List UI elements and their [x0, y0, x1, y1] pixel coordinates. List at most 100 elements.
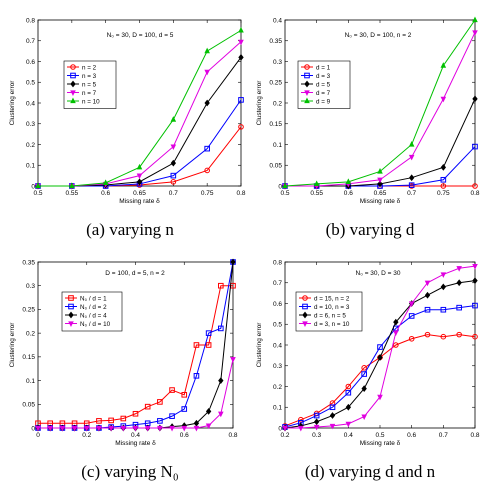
chart3-legend-marker — [68, 295, 74, 301]
chart3-series-1-point — [218, 282, 224, 289]
caption-a: (a) varying n — [86, 220, 174, 239]
chart4-series-1-point — [345, 383, 352, 390]
chart4-y-tick-label: 0.6 — [273, 301, 282, 308]
chart4-x-tick-label: 0.8 — [470, 432, 479, 439]
chart2-series-5-point — [313, 180, 320, 187]
chart4-series-2-point — [472, 302, 478, 309]
chart1-series-4-point — [136, 173, 143, 180]
chart1-series-4-point — [170, 144, 177, 151]
chart4-series-2-point — [345, 389, 352, 396]
chart4-series-3-point — [424, 291, 431, 299]
chart4-legend-entry-1: d = 15, n = 2 — [299, 295, 350, 302]
chart2-series-3-point — [440, 163, 447, 171]
chart3-series-4-point — [132, 425, 139, 432]
chart1-legend-label: n = 2 — [82, 64, 97, 71]
chart1-y-tick-label: 0 — [31, 183, 35, 190]
chart4-series-3-point — [345, 403, 352, 411]
chart2-series-5 — [282, 16, 478, 189]
chart2-series-5-point — [282, 182, 288, 189]
chart3-series-1-line — [38, 285, 233, 424]
chart2-series-5-point — [377, 168, 383, 174]
chart4-legend-marker — [302, 321, 308, 327]
chart4-series-2-point — [456, 304, 462, 311]
chart2-x-tick-label: 0.55 — [310, 190, 323, 197]
chart4-series-2-point — [424, 306, 431, 313]
chart3-y-tick-label: 0.3 — [26, 283, 35, 290]
chart1-series-4-point — [238, 39, 244, 46]
chart4-series-1-point — [424, 331, 431, 338]
chart2-legend-marker — [304, 97, 310, 104]
chart1-series-5-point — [102, 179, 109, 185]
chart4-y-tick-label: 0.5 — [273, 322, 282, 329]
chart3-series-1-point — [132, 410, 139, 417]
chart1-legend-label: n = 5 — [82, 81, 97, 88]
caption-b: (b) varying d — [325, 220, 415, 239]
chart3-series-2-point — [193, 373, 200, 379]
chart1-legend-marker — [70, 90, 76, 96]
chart3-series-4-point — [181, 425, 188, 432]
chart4-legend-label: d = 15, n = 2 — [314, 295, 350, 302]
chart1-legend-label: n = 7 — [82, 90, 97, 97]
chart4-y-tick-label: 0.7 — [273, 280, 282, 287]
chart4-series-3-point — [456, 279, 462, 287]
chart4-series-2-point — [377, 344, 383, 350]
chart4-series-1-point — [393, 342, 399, 348]
chart4-series-3-point — [377, 354, 383, 361]
chart4-series-1-point — [298, 416, 304, 423]
chart3-y-tick-label: 0.1 — [26, 378, 35, 385]
chart1-series-2-point — [204, 145, 210, 152]
chart1-series-5 — [35, 26, 244, 189]
chart4-series-4-point — [298, 425, 304, 432]
chart1-series-3-point — [170, 159, 177, 167]
chart4-series-2-point — [329, 404, 336, 411]
chart2-series-3-point — [472, 95, 478, 103]
chart4-x-tick-label: 0.6 — [407, 432, 416, 439]
chart4-y-tick-label: 0.2 — [273, 384, 282, 391]
chart1-legend-label: n = 10 — [82, 98, 100, 105]
chart4-series-4 — [282, 264, 478, 432]
chart1-legend-entry-2: n = 3 — [67, 72, 97, 80]
chart2-y-tick-label: 0.1 — [273, 142, 282, 149]
chart1-y-tick-label: 0.3 — [26, 121, 35, 128]
chart2-y-tick-label: 0.15 — [269, 121, 282, 128]
chart3-series-3-point — [230, 258, 236, 266]
chart3-legend-marker — [68, 321, 74, 327]
chart4-series-4-point — [329, 423, 336, 430]
chart4-y-tick-label: 0.4 — [273, 342, 282, 349]
chart2-y-tick-label: 0.2 — [273, 100, 282, 107]
chart4-legend-label: d = 3, n = 10 — [314, 321, 350, 328]
chart3-series-1-point — [144, 403, 151, 410]
chart3-x-tick-label: 0.6 — [180, 432, 189, 439]
chart2-series-1-point — [440, 183, 447, 189]
chart4-series-4-point — [361, 414, 367, 421]
chart3-series-1-point — [169, 387, 175, 393]
chart2-y-tick-label: 0.05 — [269, 163, 282, 170]
chart4-y-tick-label: 0 — [278, 425, 282, 432]
chart3-series-1-point — [108, 417, 114, 424]
chart3-series-4-point — [230, 357, 236, 363]
chart2-series-3-point — [377, 180, 383, 188]
chart2-x-tick-label: 0.7 — [407, 190, 416, 197]
chart4-series-4-point — [393, 330, 399, 337]
chart4-y-axis-label: Clustering error — [256, 322, 263, 368]
chart4-series-3-point — [329, 412, 336, 419]
chart2-series-4-point — [408, 154, 415, 161]
chart3-y-tick-label: 0.05 — [22, 402, 35, 409]
chart3-series-1-point — [205, 342, 212, 348]
chart2-x-tick-label: 0.65 — [374, 190, 387, 197]
chart1-series-4-point — [204, 69, 210, 76]
chart1-series-3-point — [238, 53, 244, 61]
chart2-legend-label: d = 3 — [316, 73, 331, 80]
chart4-y-tick-label: 0.1 — [273, 405, 282, 412]
chart4-x-tick-label: 0.7 — [439, 432, 448, 439]
chart1-x-tick-label: 0.5 — [33, 190, 42, 197]
chart3-series-4-point — [193, 425, 200, 432]
chart3-series-2-point — [205, 330, 212, 336]
chart3-series-1-point — [157, 399, 163, 405]
chart3-legend-entry-3: N₀ / d = 4 — [65, 311, 107, 319]
chart2-series-1-point — [472, 183, 478, 189]
chart4-series-2-point — [313, 412, 320, 419]
chart4-title: N₀ = 30, D = 30 — [356, 270, 401, 277]
chart1-series-5-point — [35, 182, 41, 189]
chart3-series-2-point — [181, 406, 188, 412]
